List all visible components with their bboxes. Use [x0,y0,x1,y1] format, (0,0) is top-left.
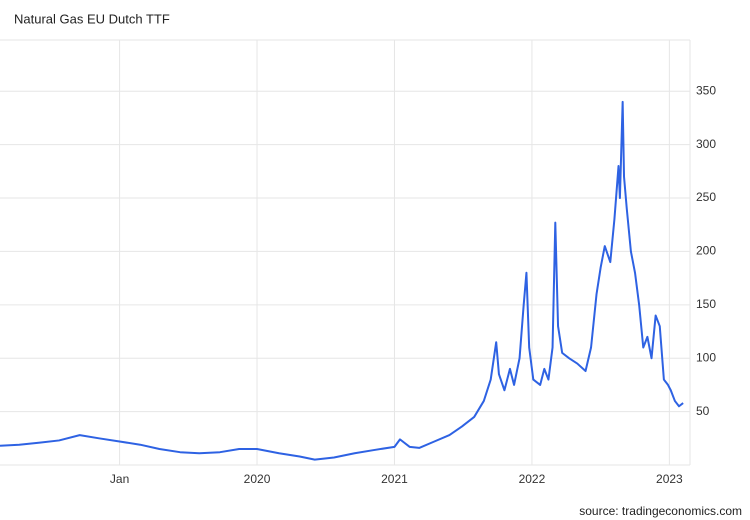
x-tick-label: 2022 [519,472,546,486]
price-line [0,100,684,461]
source-note: source: tradingeconomics.com [579,504,742,518]
chart-title: Natural Gas EU Dutch TTF [14,11,170,26]
y-tick-label: 150 [696,297,716,311]
x-tick-label: 2023 [656,472,683,486]
x-tick-label: 2020 [244,472,271,486]
x-tick-label: Jan [110,472,129,486]
y-tick-label: 100 [696,350,716,364]
x-tick-label: 2021 [381,472,408,486]
y-tick-label: 350 [696,83,716,97]
y-tick-label: 300 [696,137,716,151]
y-tick-label: 50 [696,404,710,418]
y-tick-label: 250 [696,190,716,204]
y-tick-label: 200 [696,244,716,258]
